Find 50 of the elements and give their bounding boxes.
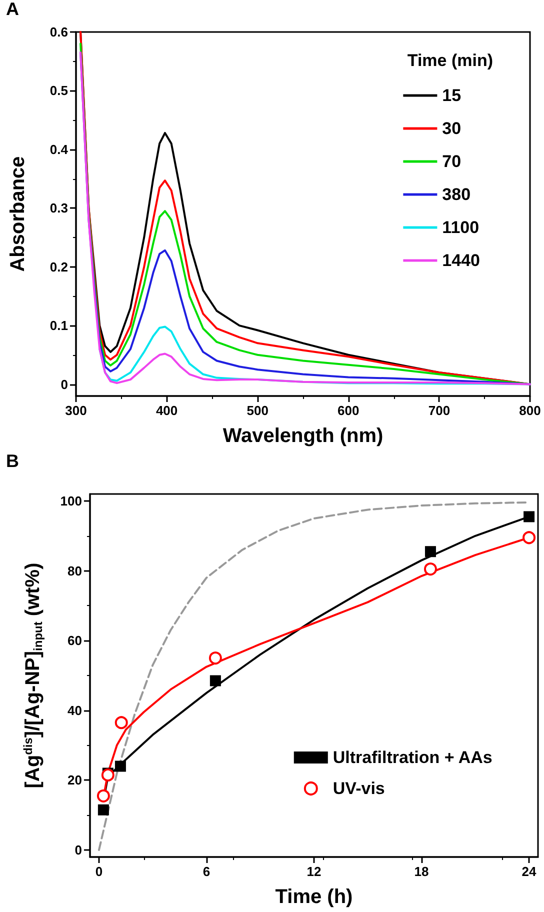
y-tick-label: 0: [60, 376, 68, 392]
legend-label: UV-vis: [332, 779, 385, 798]
y-tick-label: 0.5: [50, 83, 68, 98]
x-tick-label: 12: [306, 864, 322, 879]
point: [522, 531, 536, 544]
legend-label: 70: [442, 152, 462, 171]
y-tick-label: 0.4: [50, 142, 69, 157]
legend-title: Time (min): [407, 51, 493, 70]
x-axis-title: Time (h): [275, 886, 353, 908]
y-tick-label: 60: [68, 633, 82, 648]
x-tick-label: 700: [428, 403, 450, 418]
y-tick-label: 80: [68, 563, 82, 578]
point: [210, 675, 221, 686]
y-axis-title: [Agdis]/[Ag-NP]input (wt%): [21, 562, 45, 788]
y-tick-label: 0.6: [50, 24, 68, 40]
x-tick-label: 800: [519, 403, 541, 418]
point: [208, 652, 222, 665]
x-tick-label: 0: [95, 864, 103, 879]
y-tick-label: 0.2: [50, 259, 68, 274]
y-tick-label: 0: [74, 842, 82, 858]
point: [424, 546, 436, 558]
x-tick-label: 600: [338, 403, 360, 418]
point: [96, 789, 110, 802]
y-tick-label: 20: [68, 772, 82, 788]
x-tick-label: 6: [202, 864, 210, 879]
y-tick-label: 0.1: [50, 318, 68, 334]
y-tick-label: 40: [68, 702, 82, 718]
x-tick-label: 400: [156, 403, 178, 418]
point: [101, 768, 114, 782]
legend-label: 1100: [442, 218, 480, 237]
x-tick-label: 500: [246, 403, 268, 418]
point: [114, 760, 126, 772]
point: [114, 716, 128, 730]
point: [98, 804, 109, 816]
y-tick-label: 0.3: [50, 200, 68, 216]
chart-title: B: [6, 451, 19, 471]
y-tick-label: 100: [60, 493, 82, 508]
y-axis-title: Absorbance: [7, 156, 29, 272]
point: [424, 562, 437, 576]
x-tick-label: 18: [414, 864, 429, 879]
x-axis-title: Wavelength (nm): [222, 425, 384, 447]
x-tick-label: 300: [65, 403, 87, 418]
point: [524, 511, 535, 522]
x-tick-label: 24: [522, 864, 538, 879]
legend-label: 15: [442, 86, 462, 105]
legend-label: 30: [442, 119, 462, 138]
legend-label: Ultrafiltration + AAs: [332, 748, 492, 767]
legend-label: 380: [442, 185, 471, 204]
legend-label: 1440: [442, 251, 480, 270]
chart-title: A: [6, 0, 19, 19]
